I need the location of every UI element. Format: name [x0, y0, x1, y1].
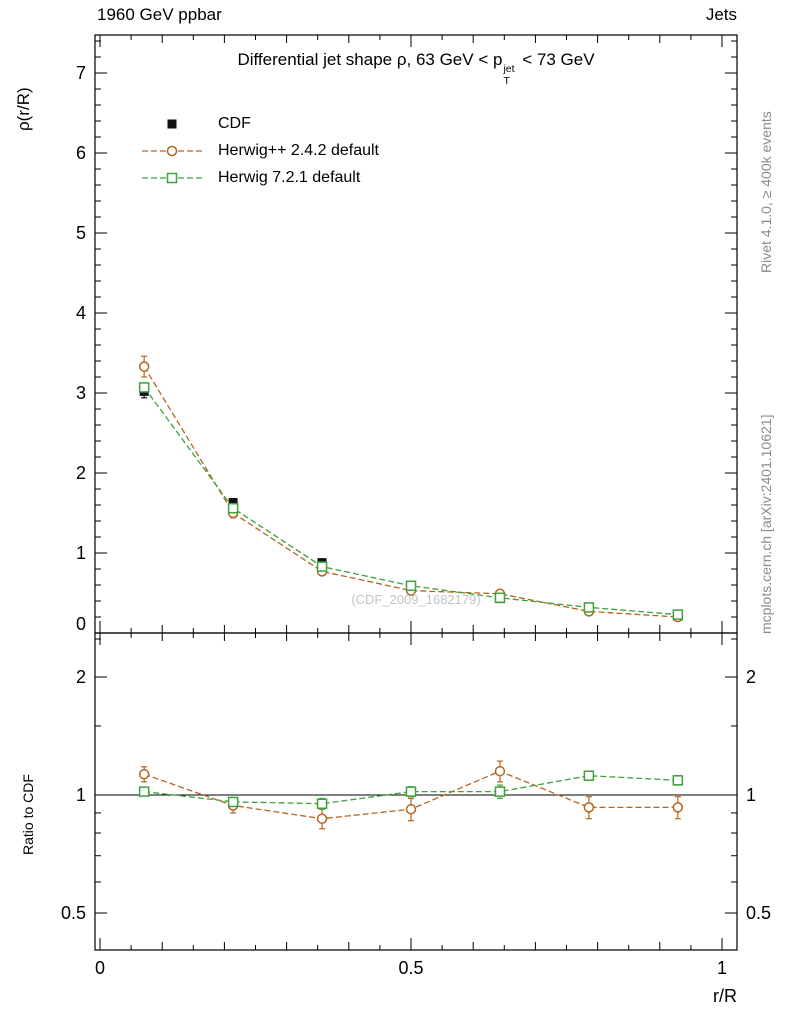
legend-item-herwigpp: Herwig++ 2.4.2 default — [140, 137, 379, 164]
legend-item-herwig7: Herwig 7.2.1 default — [140, 164, 379, 191]
data-marker — [672, 802, 684, 813]
data-marker — [316, 813, 328, 824]
data-marker — [405, 803, 417, 815]
main-y-tick-label: 7 — [76, 63, 86, 83]
ratio-y-tick-label-right: 1 — [746, 785, 756, 805]
beam-label: 1960 GeV ppbar — [97, 5, 222, 24]
data-marker — [672, 775, 684, 786]
data-marker — [405, 786, 417, 797]
ratio-y-tick-label-left: 0.5 — [61, 903, 86, 923]
analysis-watermark: (CDF_2009_1682179) — [351, 592, 481, 607]
data-marker — [494, 765, 506, 777]
herwigpp-marker-icon — [140, 142, 204, 160]
data-marker — [138, 382, 150, 393]
x-tick-label: 0.5 — [398, 958, 423, 978]
main-y-tick-label: 6 — [76, 143, 86, 163]
legend-label: Herwig 7.2.1 default — [218, 168, 361, 186]
legend-label: Herwig++ 2.4.2 default — [218, 141, 379, 159]
cdf-marker-icon — [140, 115, 204, 133]
data-marker — [494, 786, 506, 797]
main-y-tick-label: 0 — [76, 614, 86, 634]
data-marker — [672, 609, 684, 620]
main-y-tick-label: 2 — [76, 463, 86, 483]
data-marker — [227, 502, 239, 514]
data-marker — [583, 770, 595, 781]
plot-title-sub: T — [503, 74, 510, 87]
series-line — [143, 387, 678, 616]
x-tick-label: 0 — [95, 958, 105, 978]
ratio-y-tick-label-left: 1 — [76, 785, 86, 805]
data-marker — [583, 802, 595, 813]
x-tick-label: 1 — [717, 958, 727, 978]
mcplots-arxiv-note: mcplots.cern.ch [arXiv:2401.10621] — [758, 414, 774, 634]
data-marker — [138, 361, 150, 372]
main-y-axis-label: ρ(r/R) — [14, 87, 33, 131]
ratio-y-tick-label-right: 2 — [746, 667, 756, 687]
data-marker — [227, 796, 239, 808]
main-y-tick-label: 3 — [76, 383, 86, 403]
legend: CDF Herwig++ 2.4.2 default Herwig 7.2.1 … — [140, 110, 379, 191]
ratio-y-tick-label-left: 2 — [76, 667, 86, 687]
x-axis-label: r/R — [713, 986, 737, 1006]
data-marker — [316, 798, 328, 809]
herwig7-marker-icon — [140, 169, 204, 187]
plot-title-suffix: < 73 GeV — [517, 50, 595, 69]
plot-title: Differential jet shape ρ, 63 GeV < p jet T… — [95, 50, 737, 87]
data-marker — [228, 498, 238, 508]
rivet-version-note: Rivet 4.1.0, ≥ 400k events — [758, 111, 774, 273]
main-y-tick-label: 1 — [76, 543, 86, 563]
ratio-y-axis-label: Ratio to CDF — [20, 774, 36, 855]
data-marker — [138, 768, 150, 780]
data-marker — [405, 580, 417, 592]
legend-label: CDF — [218, 114, 251, 132]
legend-item-cdf: CDF — [140, 110, 379, 137]
pt-jet-supsub: jet T — [503, 63, 515, 87]
main-y-tick-label: 4 — [76, 303, 86, 323]
data-marker — [583, 602, 595, 613]
data-marker — [138, 786, 150, 797]
series-line — [143, 366, 678, 618]
main-y-tick-label: 5 — [76, 223, 86, 243]
data-marker — [494, 592, 506, 604]
data-marker — [316, 561, 328, 572]
process-label: Jets — [705, 5, 737, 24]
plot-title-sup: jet — [503, 63, 515, 75]
ratio-y-tick-label-right: 0.5 — [746, 903, 771, 923]
ratio-panel-frame — [94, 632, 738, 951]
plot-title-prefix: Differential jet shape ρ, 63 GeV < p — [237, 50, 503, 69]
